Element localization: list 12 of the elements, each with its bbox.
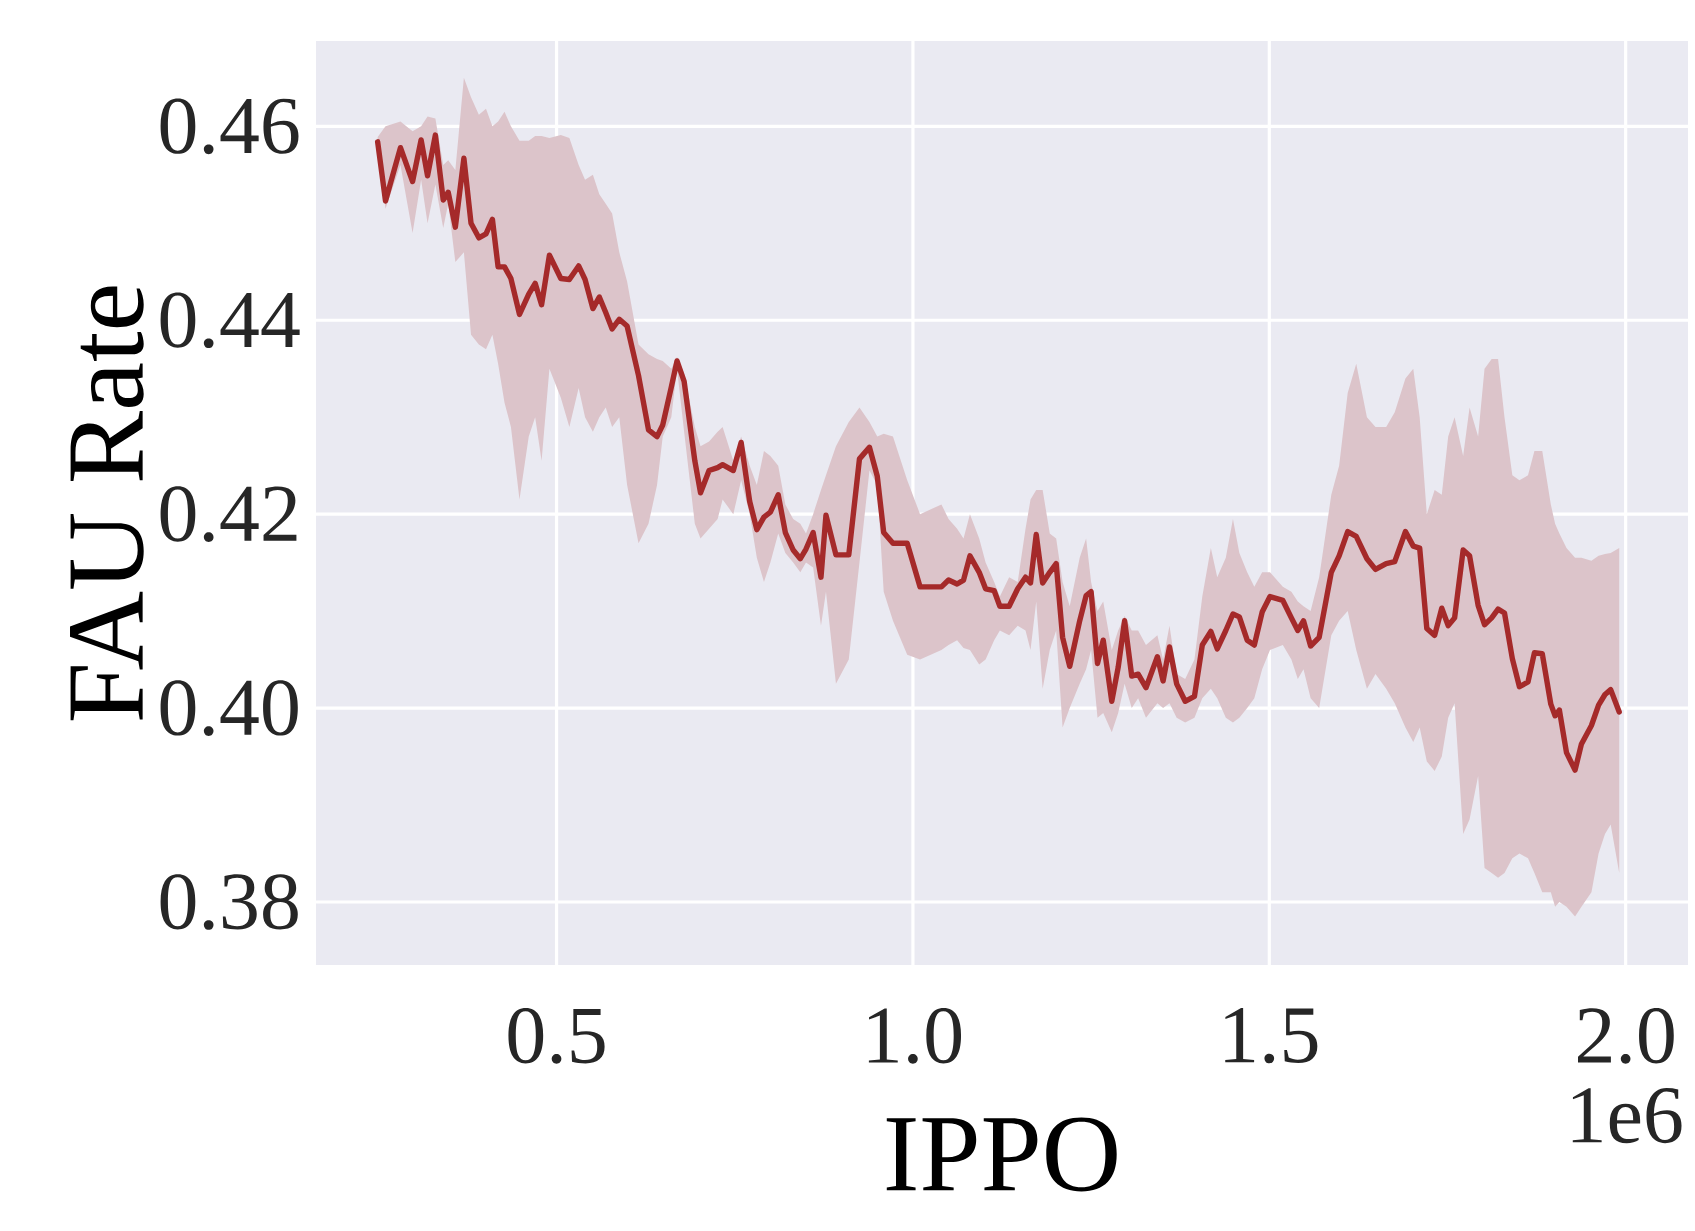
text: 1e6 — [1572, 1088, 1682, 1144]
y-tick-label: 0.40 — [160, 680, 298, 736]
y-axis-title: FAU Rate — [70, 286, 144, 721]
y-tick-label: 0.42 — [160, 486, 297, 542]
x-axis-title: IPPO — [886, 1117, 1117, 1192]
y-tick-label: 0.38 — [160, 874, 298, 930]
y-tick-label: 0.46 — [160, 98, 299, 155]
x-tick-label: 1.0 — [868, 1008, 962, 1064]
x-tick-label: 0.5 — [508, 1008, 605, 1064]
x-tick-label: 1.5 — [1225, 1008, 1318, 1064]
y-tick-label: 0.44 — [160, 292, 300, 349]
x-tick-label: 2.0 — [1578, 1008, 1674, 1064]
